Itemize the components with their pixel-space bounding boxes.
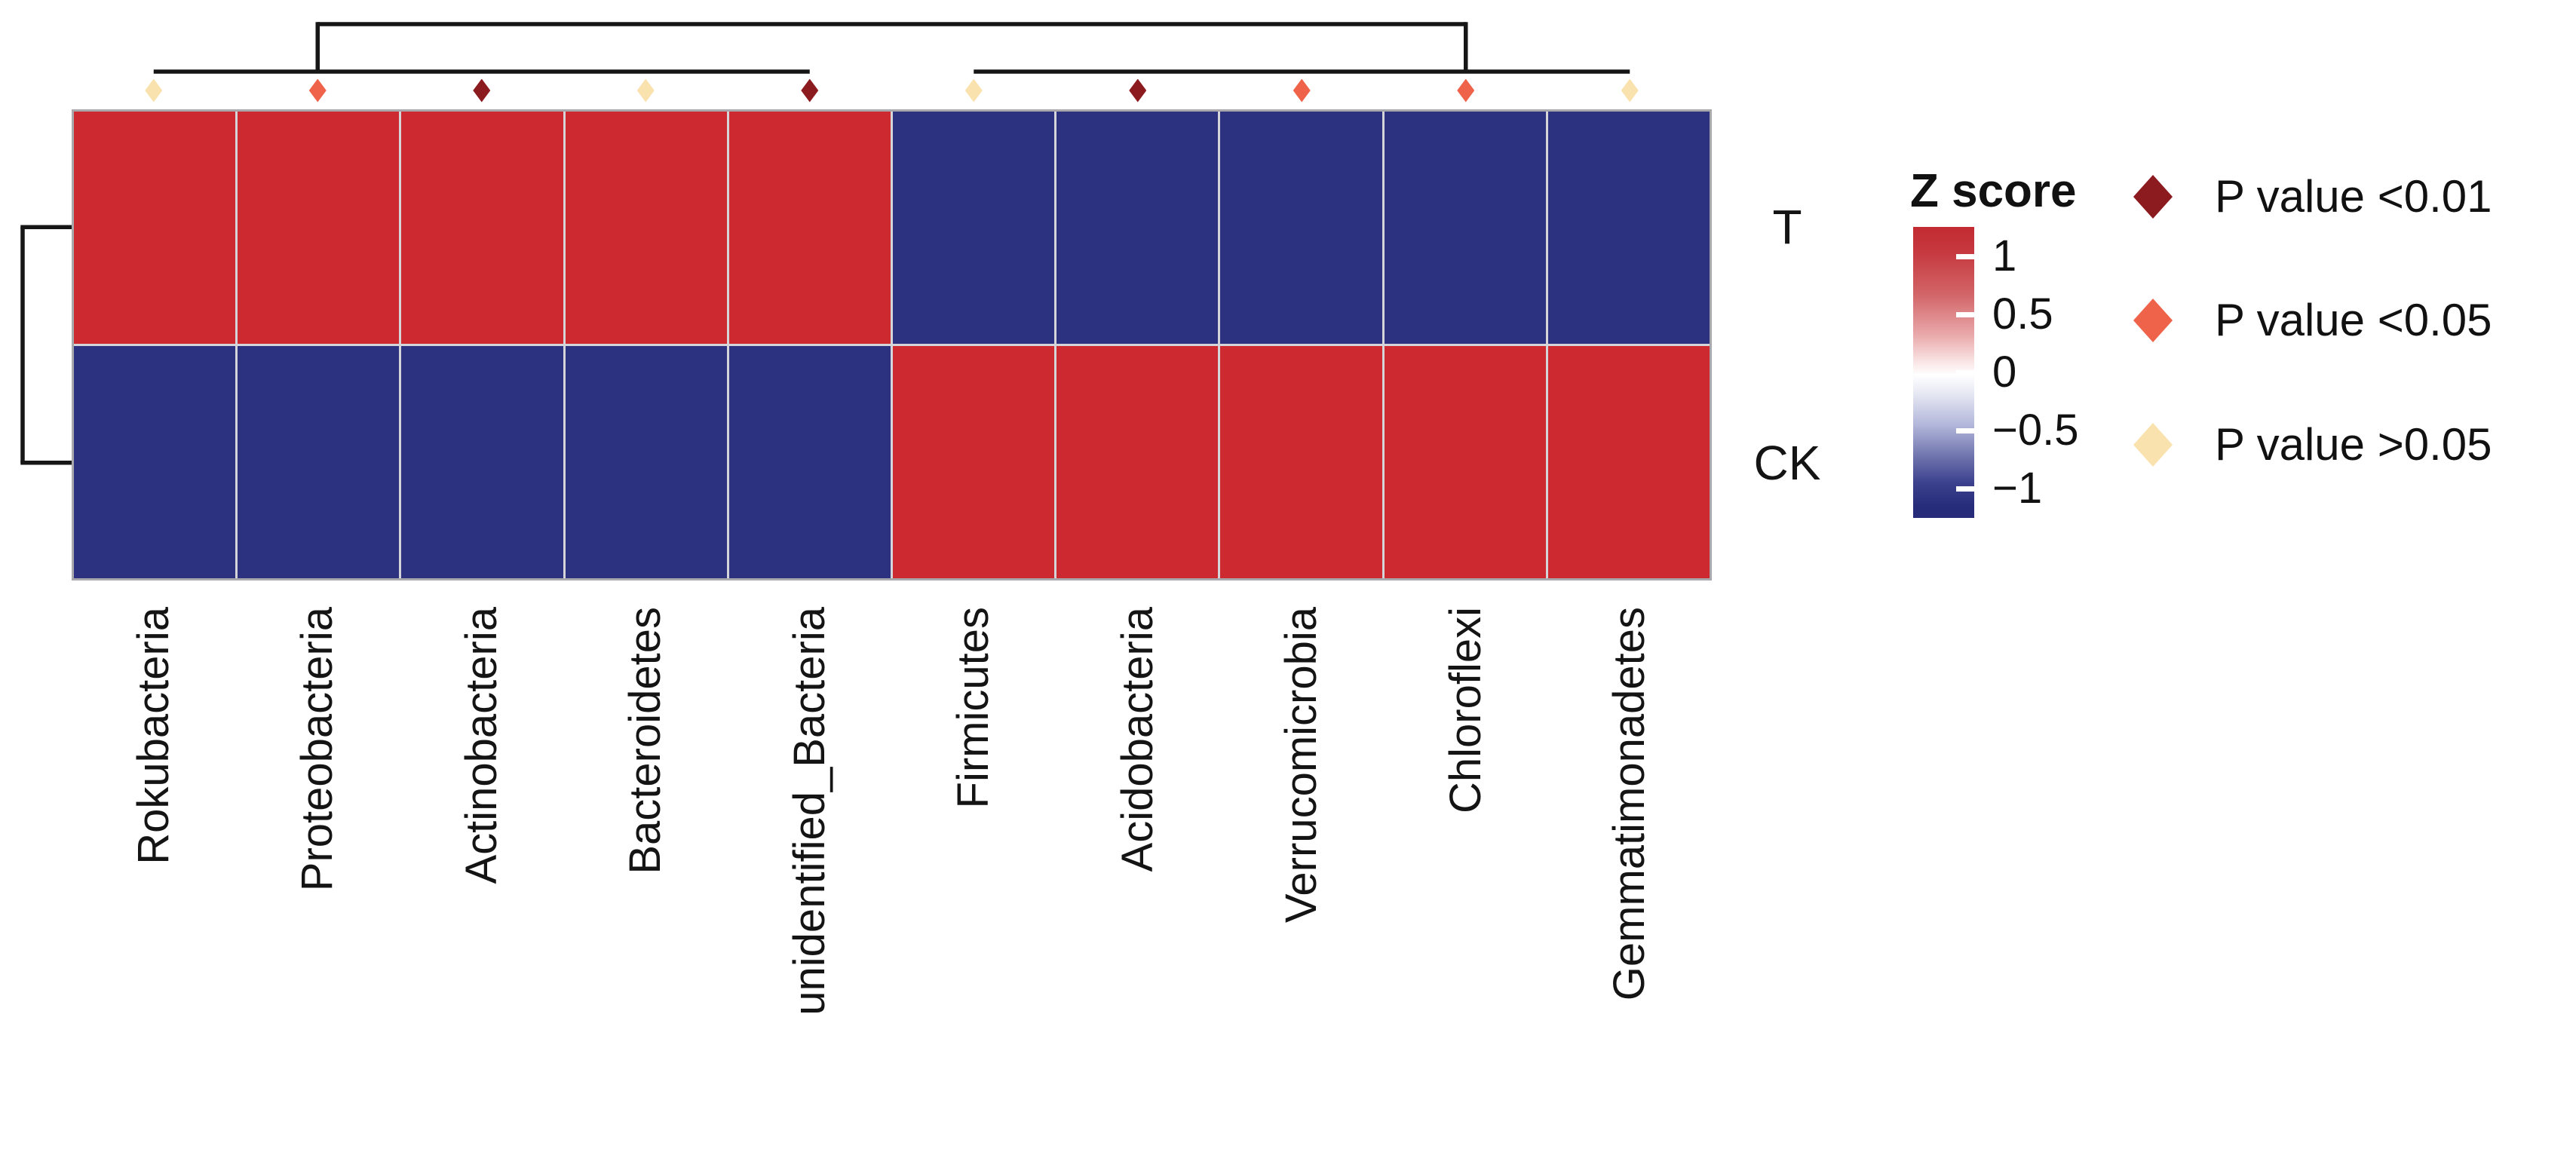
- zscore-tick-mark: [1956, 427, 1974, 433]
- heatmap-cell-CK-Rokubacteria: [74, 346, 236, 578]
- pvalue-legend-label: P value >0.05: [2215, 419, 2492, 470]
- zscore-tick-mark: [1956, 311, 1974, 317]
- heatmap-grid: [72, 109, 1712, 581]
- heatmap-cell-CK-unidentified_Bacteria: [728, 346, 891, 578]
- zscore-tick-label: 1: [1992, 231, 2017, 280]
- zscore-legend-title: Z score: [1910, 165, 2077, 217]
- heatmap-cell-CK-Firmicutes: [892, 346, 1055, 578]
- heatmap-cell-T-Verrucomicrobia: [1220, 112, 1382, 344]
- zscore-tick-label: −0.5: [1992, 406, 2079, 455]
- significance-diamond-icon-Bacteroidetes: [636, 78, 655, 103]
- significance-diamond-icon-Acidobacteria: [1129, 78, 1147, 103]
- heatmap-cell-CK-Chloroflexi: [1384, 346, 1546, 578]
- row-label-T: T: [1772, 200, 1802, 255]
- column-label-Actinobacteria: Actinobacteria: [456, 607, 506, 884]
- significance-diamond-icon-unidentified_Bacteria: [801, 78, 819, 103]
- heatmap-cell-T-Proteobacteria: [238, 112, 400, 344]
- zscore-tick-mark: [1956, 253, 1974, 259]
- heatmap-cell-CK-Gemmatimonadetes: [1547, 346, 1710, 578]
- heatmap-cell-CK-Acidobacteria: [1056, 346, 1219, 578]
- column-label-Rokubacteria: Rokubacteria: [128, 607, 178, 865]
- zscore-tick-mark: [1956, 369, 1974, 375]
- heatmap-cell-CK-Actinobacteria: [401, 346, 563, 578]
- heatmap-cell-T-Actinobacteria: [401, 112, 563, 344]
- heatmap-cell-T-Rokubacteria: [74, 112, 236, 344]
- column-label-Bacteroidetes: Bacteroidetes: [621, 607, 670, 875]
- column-label-Proteobacteria: Proteobacteria: [293, 607, 342, 892]
- zscore-tick-label: −1: [1992, 464, 2043, 513]
- zscore-tick-label: 0.5: [1992, 290, 2053, 339]
- significance-diamond-icon-Proteobacteria: [308, 78, 327, 103]
- significance-diamond-icon-Actinobacteria: [473, 78, 491, 103]
- pvalue-legend-label: P value <0.01: [2215, 171, 2492, 222]
- heatmap-cell-CK-Bacteroidetes: [565, 346, 727, 578]
- significance-diamond-icon-Firmicutes: [964, 78, 983, 103]
- column-label-Gemmatimonadetes: Gemmatimonadetes: [1605, 607, 1654, 1001]
- heatmap-cell-T-Bacteroidetes: [565, 112, 727, 344]
- significance-diamond-icon-Verrucomicrobia: [1293, 78, 1311, 103]
- heatmap-cell-T-Chloroflexi: [1384, 112, 1546, 344]
- heatmap-cell-CK-Verrucomicrobia: [1220, 346, 1382, 578]
- heatmap-cell-T-unidentified_Bacteria: [728, 112, 891, 344]
- significance-diamond-icon-Chloroflexi: [1457, 78, 1475, 103]
- zscore-tick-mark: [1956, 486, 1974, 492]
- column-label-Chloroflexi: Chloroflexi: [1440, 607, 1490, 813]
- pvalue-legend-label: P value <0.05: [2215, 295, 2492, 345]
- significance-diamond-icon-Gemmatimonadetes: [1621, 78, 1639, 103]
- column-label-Verrucomicrobia: Verrucomicrobia: [1277, 607, 1326, 924]
- heatmap-cell-T-Gemmatimonadetes: [1547, 112, 1710, 344]
- heatmap-cell-T-Acidobacteria: [1056, 112, 1219, 344]
- column-label-Acidobacteria: Acidobacteria: [1112, 607, 1162, 872]
- heatmap-cell-T-Firmicutes: [892, 112, 1055, 344]
- significance-diamond-icon-Rokubacteria: [145, 78, 163, 103]
- column-label-unidentified_Bacteria: unidentified_Bacteria: [784, 607, 834, 1016]
- zscore-tick-label: 0: [1992, 348, 2017, 397]
- heatmap-cell-CK-Proteobacteria: [238, 346, 400, 578]
- column-label-Firmicutes: Firmicutes: [949, 607, 998, 809]
- row-label-CK: CK: [1753, 435, 1821, 490]
